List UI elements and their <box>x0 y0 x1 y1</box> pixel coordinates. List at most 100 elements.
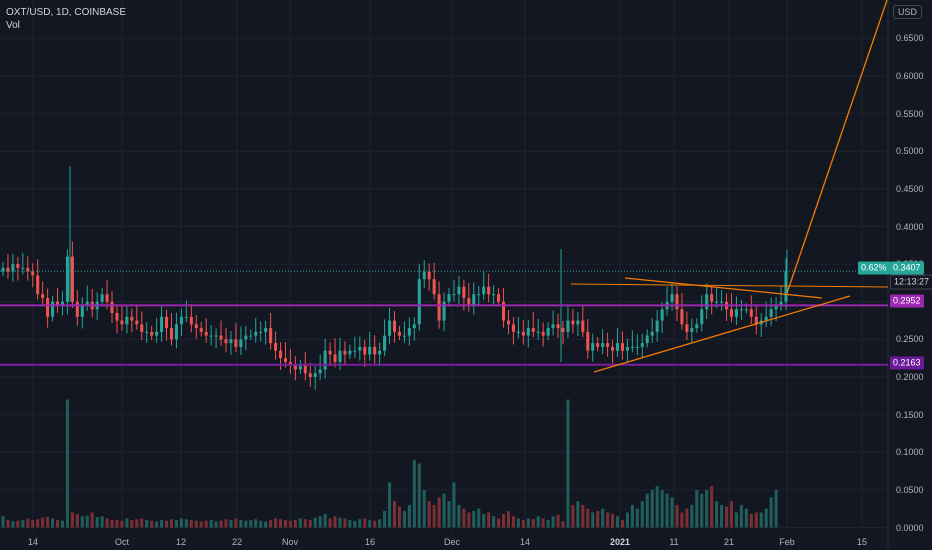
candle-body <box>551 324 555 329</box>
candle-body <box>313 373 317 377</box>
volume-bar <box>487 512 491 528</box>
candle-body <box>70 256 74 302</box>
candle-body <box>516 331 520 333</box>
volume-bar <box>160 519 164 528</box>
volume-bar <box>472 510 476 528</box>
candle-body <box>764 316 768 321</box>
volume-label[interactable]: Vol <box>6 20 20 31</box>
candle-body <box>363 346 367 355</box>
volume-bar <box>179 518 183 528</box>
volume-bar <box>353 520 357 528</box>
candle-body <box>497 294 501 302</box>
candle-body <box>254 331 258 336</box>
volume-bar <box>60 520 65 528</box>
volume-bar <box>110 519 114 528</box>
candle-body <box>546 328 550 336</box>
price-tick-label: 0.6000 <box>896 71 924 81</box>
candle-body <box>338 350 342 362</box>
countdown-tag: 12:13:27 <box>890 274 932 290</box>
volume-bar <box>571 504 575 528</box>
volume-bar <box>640 501 644 528</box>
volume-bar <box>70 512 74 528</box>
volume-bar <box>506 510 511 528</box>
volume-bar <box>452 482 456 528</box>
candle-body <box>110 301 114 314</box>
time-tick-label: 11 <box>669 537 679 547</box>
volume-bar <box>249 519 253 528</box>
price-tick-label: 0.4000 <box>896 221 924 232</box>
candle-body <box>625 346 629 351</box>
candle-body <box>219 335 223 340</box>
candle-body <box>739 309 743 311</box>
volume-bar <box>531 519 535 528</box>
candle-body <box>174 324 178 340</box>
currency-button[interactable]: USD <box>892 5 922 19</box>
candle-body <box>155 331 159 336</box>
volume-bar <box>526 518 530 528</box>
candle-body <box>700 309 704 325</box>
candle-body <box>234 339 238 347</box>
volume-bar <box>397 506 401 528</box>
candle-body <box>591 343 595 351</box>
volume-bar <box>293 519 297 528</box>
level-tag-upper: 0.2952 <box>890 294 924 308</box>
candle-body <box>298 365 302 370</box>
volume-bar <box>115 519 119 528</box>
volume-bar <box>199 521 203 528</box>
candle-body <box>65 256 69 302</box>
volume-bar <box>769 497 773 528</box>
time-tick-label: 14 <box>519 537 531 547</box>
volume-bar <box>700 493 704 528</box>
candle-body <box>318 369 322 374</box>
volume-bar <box>665 493 669 528</box>
candle-body <box>378 350 382 355</box>
volume-bar <box>120 520 124 528</box>
volume-bar <box>85 515 89 528</box>
trend-line-descending <box>624 277 823 299</box>
candle-body <box>645 335 649 344</box>
volume-bar <box>328 518 332 528</box>
volume-bar <box>754 512 758 528</box>
candle-body <box>184 316 188 318</box>
candle-body <box>130 316 134 321</box>
candle-body <box>472 294 476 306</box>
volume-bar <box>145 519 149 528</box>
volume-bar <box>234 518 238 528</box>
volume-bar <box>541 518 545 528</box>
volume-bar <box>194 520 198 528</box>
candle-body <box>392 320 397 332</box>
price-tick-label: 0.2000 <box>896 372 924 382</box>
volume-bar <box>680 512 684 528</box>
candle-body <box>422 271 426 280</box>
volume-bar <box>31 519 35 528</box>
candle-body <box>105 294 109 302</box>
volume-bar <box>675 504 679 528</box>
volume-bar <box>169 519 174 528</box>
volume-bar <box>615 516 620 528</box>
candle-body <box>695 324 699 329</box>
candle-body <box>720 301 724 303</box>
price-tick-label: 0.2500 <box>896 334 924 345</box>
candle-body <box>615 343 620 351</box>
symbol-title[interactable]: OXT/USD, 1D, COINBASE <box>6 7 127 18</box>
volume-bar <box>596 510 600 528</box>
candle-body <box>11 264 15 272</box>
candle-body <box>31 271 35 276</box>
volume-bar <box>457 504 461 528</box>
candle-body <box>417 279 421 325</box>
price-tick-label: 0.0500 <box>896 484 924 495</box>
volume-bar <box>566 399 570 528</box>
candle-body <box>655 320 659 332</box>
candle-body <box>214 335 218 337</box>
volume-bar <box>427 501 431 528</box>
candle-body <box>452 294 456 296</box>
time-tick-label: Dec <box>443 537 461 547</box>
volume-bar <box>80 516 84 528</box>
candle-body <box>705 294 709 310</box>
candle-body <box>561 328 565 332</box>
candle-body <box>115 313 119 321</box>
candle-body <box>140 324 144 332</box>
volume-bar <box>497 518 501 528</box>
candle-body <box>734 309 738 317</box>
